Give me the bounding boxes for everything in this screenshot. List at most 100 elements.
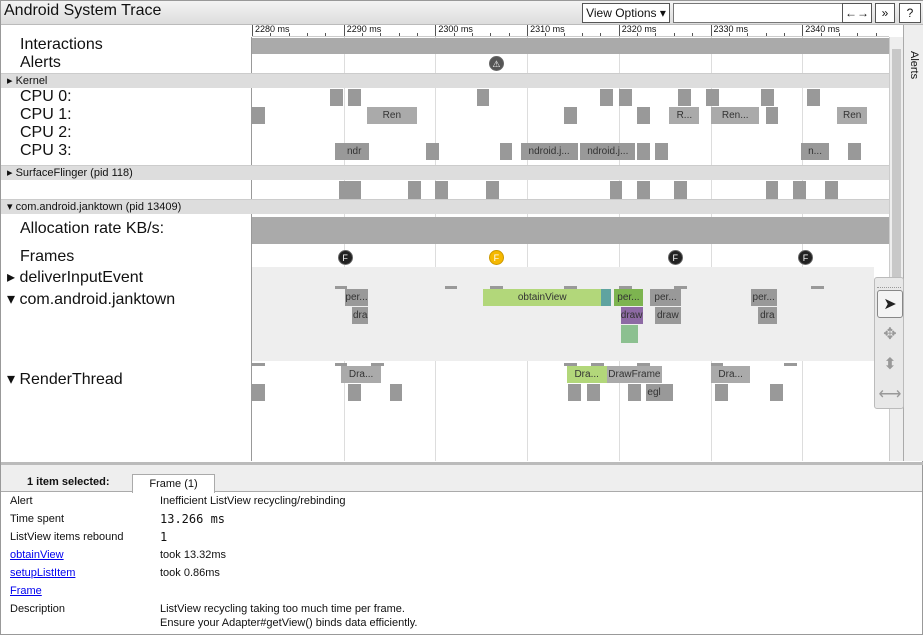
trace-slice[interactable] <box>637 181 650 199</box>
kernel-group-header[interactable]: ▸ Kernel <box>1 73 889 88</box>
trace-slice[interactable] <box>673 181 687 199</box>
trace-slice[interactable] <box>848 143 861 160</box>
search-input[interactable] <box>673 3 843 23</box>
frame-marker-warning[interactable]: F <box>488 250 504 265</box>
trace-slice[interactable] <box>637 107 650 124</box>
trace-slice[interactable] <box>348 384 362 401</box>
detail-link[interactable]: obtainView <box>10 549 64 561</box>
view-options-button[interactable]: View Options ▾ <box>582 3 670 23</box>
trace-slice[interactable]: ndroid.j... <box>580 143 636 160</box>
surfaceflinger-group-header[interactable]: ▸ SurfaceFlinger (pid 118) <box>1 165 889 180</box>
trace-slice[interactable] <box>673 286 687 289</box>
trace-slice[interactable]: draw <box>620 307 643 324</box>
trace-slice[interactable]: Dra... <box>711 366 750 383</box>
trace-slice[interactable]: egl <box>646 384 662 401</box>
trace-slice[interactable] <box>705 89 719 106</box>
warning-icon[interactable]: ⚠ <box>488 56 504 71</box>
trace-slice[interactable] <box>568 384 582 401</box>
trace-slice[interactable] <box>760 89 774 106</box>
trace-slice[interactable]: R... <box>669 107 700 124</box>
trace-slice[interactable] <box>620 325 639 343</box>
scrollbar-thumb[interactable] <box>892 49 901 289</box>
trace-slice[interactable] <box>678 89 692 106</box>
trace-slice[interactable] <box>715 384 728 401</box>
trace-slice[interactable] <box>490 286 504 289</box>
trace-slice[interactable] <box>806 89 820 106</box>
trace-slice[interactable] <box>618 286 632 289</box>
selection-tool-icon[interactable]: ➤ <box>877 290 903 318</box>
trace-slice[interactable] <box>329 89 343 106</box>
frame-marker-good[interactable]: F <box>337 250 353 265</box>
zoom-fit-button[interactable]: ←→ <box>842 3 872 23</box>
trace-slice[interactable] <box>348 181 362 199</box>
time-ruler[interactable]: 2280 ms 2290 ms 2300 ms 2310 ms 2320 ms 2330 … <box>252 25 889 37</box>
trace-slice[interactable]: Dra... <box>340 366 382 383</box>
trace-slice[interactable] <box>334 286 348 289</box>
trace-slice[interactable] <box>770 384 783 401</box>
trace-slice[interactable]: per... <box>649 289 682 306</box>
trace-slice[interactable]: Ren... <box>711 107 760 124</box>
trace-slice[interactable]: per... <box>750 289 777 306</box>
allocation-track[interactable] <box>252 217 889 244</box>
trace-slice[interactable] <box>476 89 490 106</box>
trace-slice[interactable] <box>765 107 779 124</box>
trace-slice[interactable]: n... <box>801 143 829 160</box>
alerts-side-panel[interactable]: Alerts <box>903 25 923 461</box>
pan-tool-icon[interactable]: ✥ <box>883 326 897 343</box>
trace-slice[interactable] <box>710 363 724 366</box>
track-label-renderthread[interactable]: ▾ RenderThread <box>7 371 123 388</box>
trace-slice[interactable] <box>252 107 265 124</box>
trace-slice[interactable]: dra <box>351 307 369 324</box>
trace-slice[interactable] <box>389 384 403 401</box>
detail-link[interactable]: Frame <box>10 585 42 597</box>
trace-slice[interactable] <box>252 384 265 401</box>
trace-slice[interactable] <box>601 289 612 306</box>
trace-slice[interactable] <box>334 363 348 366</box>
trace-slice[interactable]: DrawFrame <box>606 366 662 383</box>
frame-marker-good[interactable]: F <box>797 250 813 265</box>
trace-slice[interactable] <box>348 89 362 106</box>
trace-slice[interactable] <box>655 143 669 160</box>
drag-handle[interactable] <box>877 280 901 288</box>
trace-slice[interactable] <box>783 363 797 366</box>
trace-slice[interactable] <box>444 286 458 289</box>
trace-slice[interactable]: ndroid.j... <box>520 143 578 160</box>
trace-slice[interactable]: draw <box>654 307 682 324</box>
trace-slice[interactable] <box>563 363 577 366</box>
alerts-track[interactable]: ⚠ <box>252 55 889 73</box>
track-label-janktown[interactable]: ▾ com.android.janktown <box>7 291 176 308</box>
trace-slice[interactable]: obtainView <box>483 289 602 306</box>
trace-slice[interactable] <box>618 89 632 106</box>
trace-slice[interactable] <box>600 89 614 106</box>
trace-slice[interactable] <box>435 181 449 199</box>
trace-slice[interactable] <box>591 363 605 366</box>
zoom-tool-icon[interactable]: ⬍ <box>883 356 897 373</box>
trace-slice[interactable] <box>252 363 265 366</box>
trace-slice[interactable] <box>563 286 577 289</box>
trace-slice[interactable] <box>609 181 623 199</box>
trace-slice[interactable]: Ren <box>837 107 868 124</box>
trace-slice[interactable]: Dra... <box>566 366 607 383</box>
trace-slice[interactable] <box>765 181 779 199</box>
trace-slice[interactable]: per... <box>344 289 369 306</box>
help-button[interactable]: ? <box>899 3 921 23</box>
trace-slice[interactable] <box>407 181 421 199</box>
alerts-side-tab[interactable]: Alerts <box>908 51 920 80</box>
trace-slice[interactable] <box>499 143 513 160</box>
trace-slice[interactable] <box>371 363 385 366</box>
trace-slice[interactable]: dra <box>758 307 777 324</box>
trace-slice[interactable] <box>811 286 825 289</box>
trace-slice[interactable] <box>627 384 641 401</box>
trace-slice[interactable] <box>825 181 838 199</box>
trace-slice[interactable] <box>586 384 600 401</box>
trace-slice[interactable]: ndr <box>339 143 370 160</box>
trace-slice[interactable] <box>637 363 650 366</box>
trace-slice[interactable]: Ren <box>366 107 418 124</box>
detail-link[interactable]: setupListItem <box>10 567 76 579</box>
trace-slice[interactable] <box>485 181 499 199</box>
frame-marker-good[interactable]: F <box>667 250 683 265</box>
trace-slice[interactable]: per... <box>614 289 643 306</box>
trace-slice[interactable] <box>637 143 650 160</box>
forward-button[interactable]: » <box>875 3 895 23</box>
